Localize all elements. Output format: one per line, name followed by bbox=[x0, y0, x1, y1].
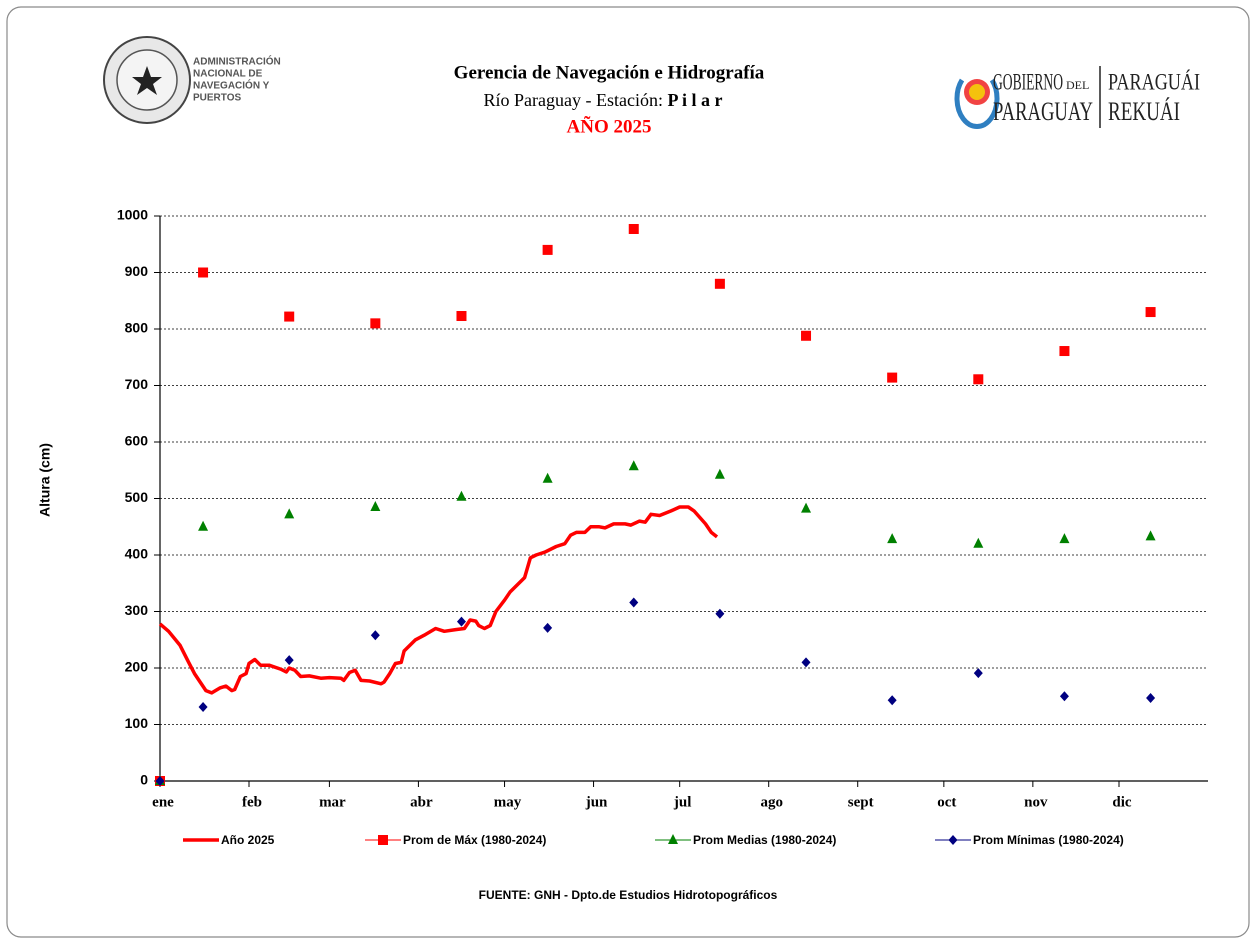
y-tick-label: 100 bbox=[125, 715, 149, 731]
gov-logo: GOBIERNO DEL PARAGUAY PARAGUÁI REKUÁI bbox=[954, 66, 1200, 130]
x-tick-label: mar bbox=[319, 794, 346, 810]
x-tick-label: ene bbox=[152, 794, 174, 810]
emblem-star bbox=[969, 84, 985, 100]
emblem-left bbox=[954, 78, 1000, 130]
legend-label: Año 2025 bbox=[221, 833, 275, 847]
x-tick-label: sept bbox=[848, 794, 874, 810]
y-tick-label: 0 bbox=[140, 772, 148, 788]
marker-diamond bbox=[284, 655, 294, 666]
marker-diamond bbox=[543, 622, 553, 633]
x-tick-label: oct bbox=[937, 794, 956, 810]
marker-triangle bbox=[1059, 533, 1070, 544]
header-subtitle: Río Paraguay - Estación: P i l a r bbox=[484, 90, 723, 110]
marker-triangle bbox=[887, 533, 898, 544]
marker-diamond bbox=[948, 835, 958, 845]
seal-star bbox=[132, 66, 162, 95]
marker-triangle bbox=[714, 468, 725, 479]
legend-label: Prom de Máx (1980-2024) bbox=[403, 833, 546, 847]
marker-square bbox=[198, 267, 209, 278]
marker-square bbox=[1059, 346, 1070, 357]
annp-text: NAVEGACIÓN Y bbox=[193, 79, 270, 92]
x-tick-label: jun bbox=[585, 794, 608, 810]
marker-diamond bbox=[715, 608, 725, 619]
marker-triangle bbox=[668, 834, 678, 844]
y-axis-label: Altura (cm) bbox=[37, 443, 53, 517]
marker-diamond bbox=[1146, 692, 1156, 703]
marker-square bbox=[1145, 307, 1156, 318]
marker-square bbox=[378, 835, 388, 845]
marker-diamond bbox=[801, 657, 811, 668]
x-tick-label: ago bbox=[760, 794, 783, 810]
y-tick-label: 600 bbox=[125, 433, 149, 449]
marker-diamond bbox=[629, 597, 639, 608]
marker-diamond bbox=[198, 701, 208, 712]
y-tick-label: 800 bbox=[125, 320, 149, 336]
source: FUENTE: GNH - Dpto.de Estudios Hidrotopo… bbox=[479, 888, 778, 902]
header-year: AÑO 2025 bbox=[567, 115, 652, 137]
marker-square bbox=[801, 330, 812, 341]
gov-text: GOBIERNO bbox=[993, 69, 1063, 94]
subtitle-text: Río Paraguay - Estación: bbox=[484, 90, 663, 110]
annp-text: NACIONAL DE bbox=[193, 69, 263, 80]
y-tick-label: 400 bbox=[125, 546, 149, 562]
x-tick-label: nov bbox=[1024, 794, 1048, 810]
marker-square bbox=[887, 372, 898, 383]
gov-text: DEL bbox=[1066, 78, 1089, 92]
annp-text: PUERTOS bbox=[193, 93, 241, 104]
x-tick-label: feb bbox=[242, 794, 262, 810]
marker-triangle bbox=[284, 508, 295, 519]
y-tick-label: 500 bbox=[125, 489, 149, 505]
legend-label: Prom Medias (1980-2024) bbox=[693, 833, 836, 847]
frame bbox=[6, 6, 1250, 938]
annp-logo: ADMINISTRACIÓN NACIONAL DE NAVEGACIÓN Y … bbox=[103, 36, 281, 124]
marker-diamond bbox=[370, 630, 380, 641]
station: P i l a r bbox=[667, 90, 722, 110]
header-title: Gerencia de Navegación e Hidrografía bbox=[454, 62, 765, 83]
marker-triangle bbox=[801, 502, 812, 513]
marker-square bbox=[284, 311, 295, 322]
marker-square bbox=[456, 311, 467, 322]
marker-triangle bbox=[973, 537, 984, 548]
marker-triangle bbox=[456, 490, 467, 501]
gov-text: PARAGUÁI bbox=[1108, 69, 1200, 94]
gov-text: PARAGUAY bbox=[993, 97, 1093, 126]
marker-diamond bbox=[456, 616, 466, 627]
marker-diamond bbox=[1059, 691, 1069, 702]
y-tick-label: 300 bbox=[125, 602, 149, 618]
gov-text: REKUÁI bbox=[1108, 97, 1180, 126]
x-tick-label: jul bbox=[673, 794, 692, 810]
marker-square bbox=[370, 318, 381, 329]
annp-text: ADMINISTRACIÓN bbox=[193, 55, 281, 68]
marker-square bbox=[628, 223, 639, 234]
marker-triangle bbox=[1145, 530, 1156, 541]
y-tick-label: 700 bbox=[125, 376, 149, 392]
legend-label: Prom Mínimas (1980-2024) bbox=[973, 833, 1124, 847]
marker-square bbox=[714, 278, 725, 289]
series-line bbox=[158, 505, 719, 695]
y-tick-label: 200 bbox=[125, 659, 149, 675]
marker-diamond bbox=[887, 695, 897, 706]
x-tick-label: may bbox=[494, 794, 522, 810]
marker-diamond bbox=[973, 668, 983, 679]
marker-diamond bbox=[155, 776, 165, 786]
marker-triangle bbox=[198, 520, 209, 531]
marker-triangle bbox=[370, 500, 381, 511]
marker-square bbox=[542, 244, 553, 255]
x-tick-label: dic bbox=[1112, 794, 1132, 810]
marker-triangle bbox=[628, 460, 639, 471]
x-tick-label: abr bbox=[410, 794, 433, 810]
y-tick-label: 1000 bbox=[117, 207, 148, 223]
marker-square bbox=[973, 374, 984, 385]
y-tick-label: 900 bbox=[125, 263, 149, 279]
marker-triangle bbox=[542, 472, 553, 483]
